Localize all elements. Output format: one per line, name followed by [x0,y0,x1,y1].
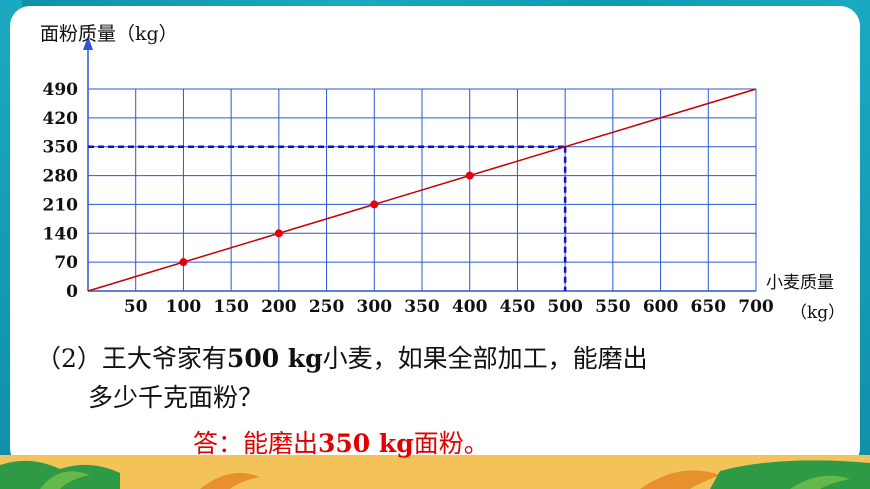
x-tick-label: 50 [124,297,148,317]
y-tick-label: 70 [54,253,78,273]
x-tick-label: 500 [547,297,583,317]
y-tick-label: 490 [43,80,79,100]
y-tick-label: 280 [43,167,79,187]
series-line [87,88,757,292]
question-line-2: 多少千克面粉？ [88,383,264,412]
answer-prefix: 答：能磨出 [193,429,319,458]
data-line [87,88,757,292]
answer-line: 答：能磨出350 kg面粉。 [193,424,489,460]
data-point [274,229,283,238]
chart-axes [83,36,756,292]
x-tick-label: 600 [643,297,679,317]
question-prefix: （2）王大爷家有 [36,344,227,373]
x-tick-label: 450 [500,297,536,317]
x-tick-label: 650 [691,297,727,317]
guide-lines [88,145,567,291]
question-line-1: （2）王大爷家有500 kg小麦，如果全部加工，能磨出 [36,340,648,378]
x-tick-label: 250 [309,297,345,317]
footer-decoration [0,455,870,489]
y-axis-arrow-icon [83,36,93,50]
x-axis-label: 小麦质量 [766,273,834,293]
x-tick-label: 550 [595,297,631,317]
x-tick-label: 400 [452,297,488,317]
y-tick-label: 140 [43,224,79,244]
x-tick-label: 200 [261,297,297,317]
question-middle: 小麦，如果全部加工，能磨出 [322,344,648,373]
y-axis-label: 面粉质量（kg） [40,23,178,45]
y-tick-labels: 0 70 140 210 280 350 420 490 [43,80,79,302]
answer-suffix: 面粉。 [413,429,489,458]
x-tick-label: 300 [357,297,393,317]
content-card [10,6,860,468]
data-point [179,258,188,267]
y-tick-label: 350 [43,138,79,158]
y-tick-label: 210 [43,195,79,215]
data-point [465,171,474,180]
x-tick-label: 100 [166,297,202,317]
line-chart: 50 100 150 200 250 300 350 400 450 500 550 600 650 70… [40,23,845,323]
data-point [370,200,379,209]
x-axis-unit: （kg） [790,303,845,323]
x-tick-labels: 50 100 150 200 250 300 350 400 450 500 550 600 650 70… [124,297,774,317]
answer-amount: 350 kg [318,429,414,458]
question-amount: 500 kg [226,344,323,373]
x-tick-label: 700 [738,297,774,317]
data-points [179,171,474,267]
y-tick-label: 420 [43,109,79,129]
x-tick-label: 350 [404,297,440,317]
y-tick-label: 0 [66,282,78,302]
x-tick-label: 150 [213,297,249,317]
